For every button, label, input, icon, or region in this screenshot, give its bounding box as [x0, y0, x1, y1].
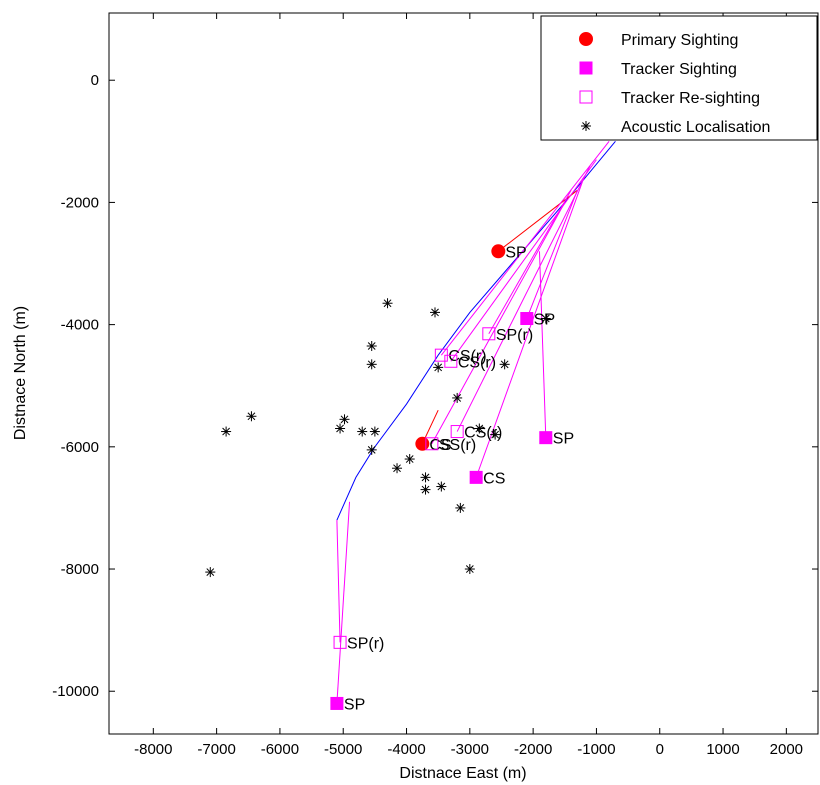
acoustic-point	[474, 423, 485, 434]
sighting-label: CS(r)	[448, 348, 486, 365]
acoustic-point	[499, 359, 510, 370]
acoustic-point	[420, 472, 431, 483]
legend-marker-circle	[579, 32, 593, 46]
sighting-bearing-line	[450, 159, 597, 362]
sighting-bearing-line	[456, 165, 591, 432]
tracker-sighting-point	[539, 431, 553, 445]
sighting-label: CS	[483, 470, 505, 487]
acoustic-point	[366, 359, 377, 370]
acoustic-point	[420, 484, 431, 495]
x-tick-label: -7000	[197, 741, 235, 758]
acoustic-point	[339, 414, 350, 425]
data-series: SPCSSPSPCSSPSP(r)CS(r)CS(r)CS(r)SS(r)SP(…	[205, 140, 616, 713]
sighting-label: SP	[534, 312, 555, 329]
acoustic-point	[366, 341, 377, 352]
tracker-sighting-point	[330, 696, 344, 710]
y-tick-label: 0	[91, 72, 99, 89]
x-tick-label: -4000	[387, 741, 425, 758]
y-tick-label: -6000	[61, 439, 99, 456]
sighting-label: CS(r)	[458, 354, 496, 371]
acoustic-point	[382, 298, 393, 309]
primary-sighting-point	[491, 244, 506, 259]
acoustic-point	[392, 463, 403, 474]
legend-label: Primary Sighting	[621, 32, 738, 49]
acoustic-point	[464, 564, 475, 575]
x-tick-label: 1000	[706, 741, 739, 758]
x-axis-label: Distnace East (m)	[399, 765, 526, 782]
sighting-bearing-line	[336, 520, 341, 643]
acoustic-point	[404, 454, 415, 465]
acoustic-point	[357, 426, 368, 437]
tracker-resighting-point	[482, 327, 496, 341]
legend-marker-asterisk	[581, 121, 591, 131]
axis-ticks: -8000 -7000 -6000 -5000 -4000 -3000 -2000 -1000…	[52, 13, 818, 758]
acoustic-point	[221, 426, 232, 437]
acoustic-point	[455, 502, 466, 513]
tracker-sighting-point	[520, 312, 534, 326]
tracker-sighting-point	[469, 470, 483, 484]
x-tick-label: -5000	[324, 741, 362, 758]
sighting-bearing-line	[431, 202, 566, 445]
x-tick-label: -3000	[451, 741, 489, 758]
x-tick-label: 2000	[770, 741, 803, 758]
x-tick-label: -8000	[134, 741, 172, 758]
sighting-bearing-line	[475, 177, 585, 478]
legend-label: Tracker Re-sighting	[621, 90, 760, 107]
y-tick-label: -2000	[61, 194, 99, 211]
sighting-bearing-line	[538, 251, 547, 438]
tracker-resighting-point	[444, 354, 458, 368]
tracker-resighting-point	[333, 635, 347, 649]
acoustic-point	[452, 392, 463, 403]
sighting-bearing-line	[526, 190, 578, 319]
acoustic-point	[430, 307, 441, 318]
legend-marker-open-square	[579, 90, 593, 104]
legend-label: Tracker Sighting	[621, 61, 737, 78]
legend: Primary Sighting Tracker Sighting Tracker …	[540, 15, 818, 141]
acoustic-point	[335, 423, 346, 434]
x-tick-label: -2000	[514, 741, 552, 758]
x-tick-label: -1000	[577, 741, 615, 758]
legend-label: Acoustic Localisation	[621, 119, 770, 136]
legend-marker-square	[579, 61, 593, 75]
sighting-label: CS(r)	[464, 425, 502, 442]
acoustic-point	[246, 411, 257, 422]
tracker-resighting-point	[450, 425, 464, 439]
sighting-label: SP	[344, 696, 365, 713]
sighting-bearing-line	[336, 501, 351, 704]
acoustic-point	[540, 313, 551, 324]
y-tick-label: -10000	[52, 683, 99, 700]
x-tick-label: -6000	[261, 741, 299, 758]
acoustic-point	[490, 429, 501, 440]
sighting-label: SP(r)	[496, 327, 533, 344]
sighting-bearing-line	[498, 189, 578, 252]
sighting-label: SP	[505, 244, 526, 261]
y-tick-label: -8000	[61, 561, 99, 578]
sighting-label: SP	[553, 431, 574, 448]
sighting-label: SS(r)	[439, 437, 476, 454]
sighting-label: SP(r)	[347, 635, 384, 652]
acoustic-point	[433, 362, 444, 373]
tracker-resighting-point	[425, 437, 439, 451]
x-tick-label: 0	[656, 741, 664, 758]
y-tick-label: -4000	[61, 317, 99, 334]
acoustic-point	[369, 426, 380, 437]
acoustic-point	[205, 567, 216, 578]
acoustic-point	[366, 444, 377, 455]
primary-sighting-point	[415, 436, 430, 451]
acoustic-point	[436, 481, 447, 492]
y-axis-label: Distnace North (m)	[12, 306, 29, 440]
sighting-bearing-line	[440, 141, 610, 356]
